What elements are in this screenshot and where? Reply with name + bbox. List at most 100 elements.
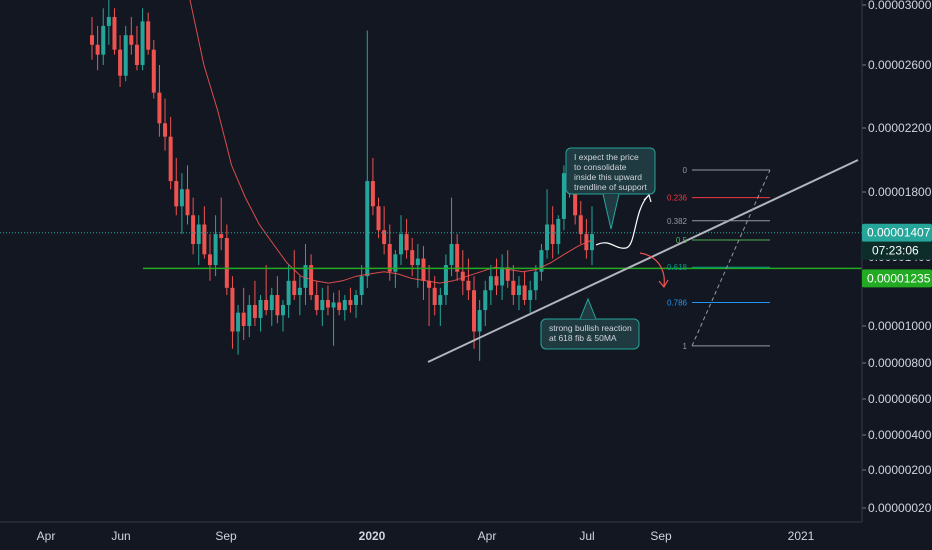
candle-body — [443, 265, 448, 296]
candle-body — [354, 295, 359, 305]
price-axis-label: 0.00000600 — [868, 392, 932, 406]
candle-body — [286, 280, 291, 305]
time-axis[interactable]: Apr Jun Sep 2020 Apr Jul Sep 2021 — [0, 521, 862, 543]
price-axis[interactable]: 0.00003000 0.00002600 0.00002200 0.00001800… — [861, 0, 932, 522]
bounce-arrowhead — [658, 279, 669, 289]
current-price-tag[interactable] — [862, 223, 932, 242]
price-axis-label: 0.00000800 — [868, 356, 932, 370]
candle-body — [303, 265, 308, 288]
callout-text-line: inside this upward — [574, 172, 642, 182]
candle-body — [505, 267, 510, 281]
candle-body — [140, 21, 145, 65]
candle-body — [421, 258, 426, 281]
candle-body — [545, 224, 550, 251]
candle-body — [314, 295, 319, 311]
callout-text-line: strong bullish reaction — [549, 323, 632, 333]
candle-body — [494, 276, 499, 286]
candle-body — [157, 92, 162, 124]
time-axis-label: Sep — [215, 529, 237, 543]
level-price-tag[interactable] — [862, 269, 932, 288]
candle-body — [500, 267, 505, 286]
price-axis-label: 0.00000020 — [868, 501, 932, 515]
time-axis-label: Sep — [650, 529, 672, 543]
candle-body — [466, 280, 471, 291]
ma50-line — [189, 0, 593, 284]
projection-arrowhead — [643, 193, 652, 203]
price-axis-label: 0.00001800 — [868, 185, 932, 199]
candle-body — [174, 181, 179, 207]
price-axis-label: 0.00002200 — [868, 121, 932, 135]
candle-body — [252, 304, 257, 318]
candle-body — [123, 35, 128, 76]
fib-level-label: 1 — [683, 342, 688, 351]
candles-layer — [90, 0, 594, 361]
candle-body — [118, 49, 123, 76]
fib-level-label: 0.236 — [667, 194, 688, 203]
fib-level-label: 0.786 — [667, 298, 688, 307]
candle-body — [331, 302, 336, 308]
candle-body — [207, 254, 212, 266]
price-axis-label: 0.00002600 — [868, 58, 932, 72]
candle-body — [281, 304, 286, 316]
candle-body — [449, 244, 454, 266]
candle-body — [95, 44, 100, 55]
countdown-tag — [862, 241, 932, 260]
candle-body — [460, 271, 465, 281]
countdown-text: 07:23:06 — [872, 244, 919, 258]
candle-body — [511, 280, 516, 296]
current-price-value: 0.00001407 — [867, 226, 931, 240]
candle-body — [258, 299, 263, 318]
candle-body — [236, 312, 241, 332]
candle-body — [264, 299, 269, 311]
candle-body — [359, 276, 364, 296]
candle-body — [219, 234, 224, 239]
candle-body — [325, 299, 330, 308]
price-axis-label: 0.00001000 — [868, 319, 932, 333]
ascending-support-trendline[interactable] — [427, 159, 859, 363]
fib-level-label: 0 — [683, 166, 688, 175]
candle-body — [427, 280, 432, 288]
candle-body — [522, 285, 527, 300]
candle-body — [342, 299, 347, 311]
fib-level-label: 0.618 — [667, 263, 688, 272]
candle-body — [146, 21, 151, 50]
price-axis-label: 0.00000400 — [868, 428, 932, 442]
candle-body — [393, 254, 398, 272]
candle-body — [213, 234, 218, 266]
candle-body — [550, 224, 555, 245]
candle-body — [376, 206, 381, 231]
callout-text-line: at 618 fib & 50MA — [549, 333, 617, 343]
candle-body — [365, 181, 370, 277]
candle-body — [230, 287, 235, 332]
candle-body — [297, 287, 302, 296]
candle-body — [269, 295, 274, 311]
callout-text-line: I expect the price — [574, 152, 639, 162]
candle-body — [455, 244, 460, 272]
time-axis-label: Jun — [111, 529, 130, 543]
price-axis-label: 0.00003000 — [868, 0, 932, 12]
candle-body — [415, 258, 420, 266]
time-axis-label: 2021 — [788, 529, 815, 543]
candle-body — [185, 189, 190, 216]
candle-body — [488, 276, 493, 291]
candle-body — [561, 173, 566, 219]
ma-layer — [189, 0, 593, 284]
candle-body — [404, 234, 409, 251]
drawings-layer: 0 0.236 0.382 0.5 0.618 0.786 1 — [0, 159, 862, 363]
candle-body — [573, 189, 578, 216]
candle-body — [387, 244, 392, 272]
candle-body — [533, 271, 538, 291]
candle-body — [247, 304, 252, 326]
candle-body — [483, 290, 488, 311]
candle-body — [112, 16, 117, 50]
candle-body — [382, 230, 387, 245]
candle-body — [539, 250, 544, 272]
callout-tail — [579, 297, 597, 320]
candle-body — [337, 302, 342, 311]
candle-body — [432, 287, 437, 305]
time-axis-label: Jul — [579, 529, 594, 543]
